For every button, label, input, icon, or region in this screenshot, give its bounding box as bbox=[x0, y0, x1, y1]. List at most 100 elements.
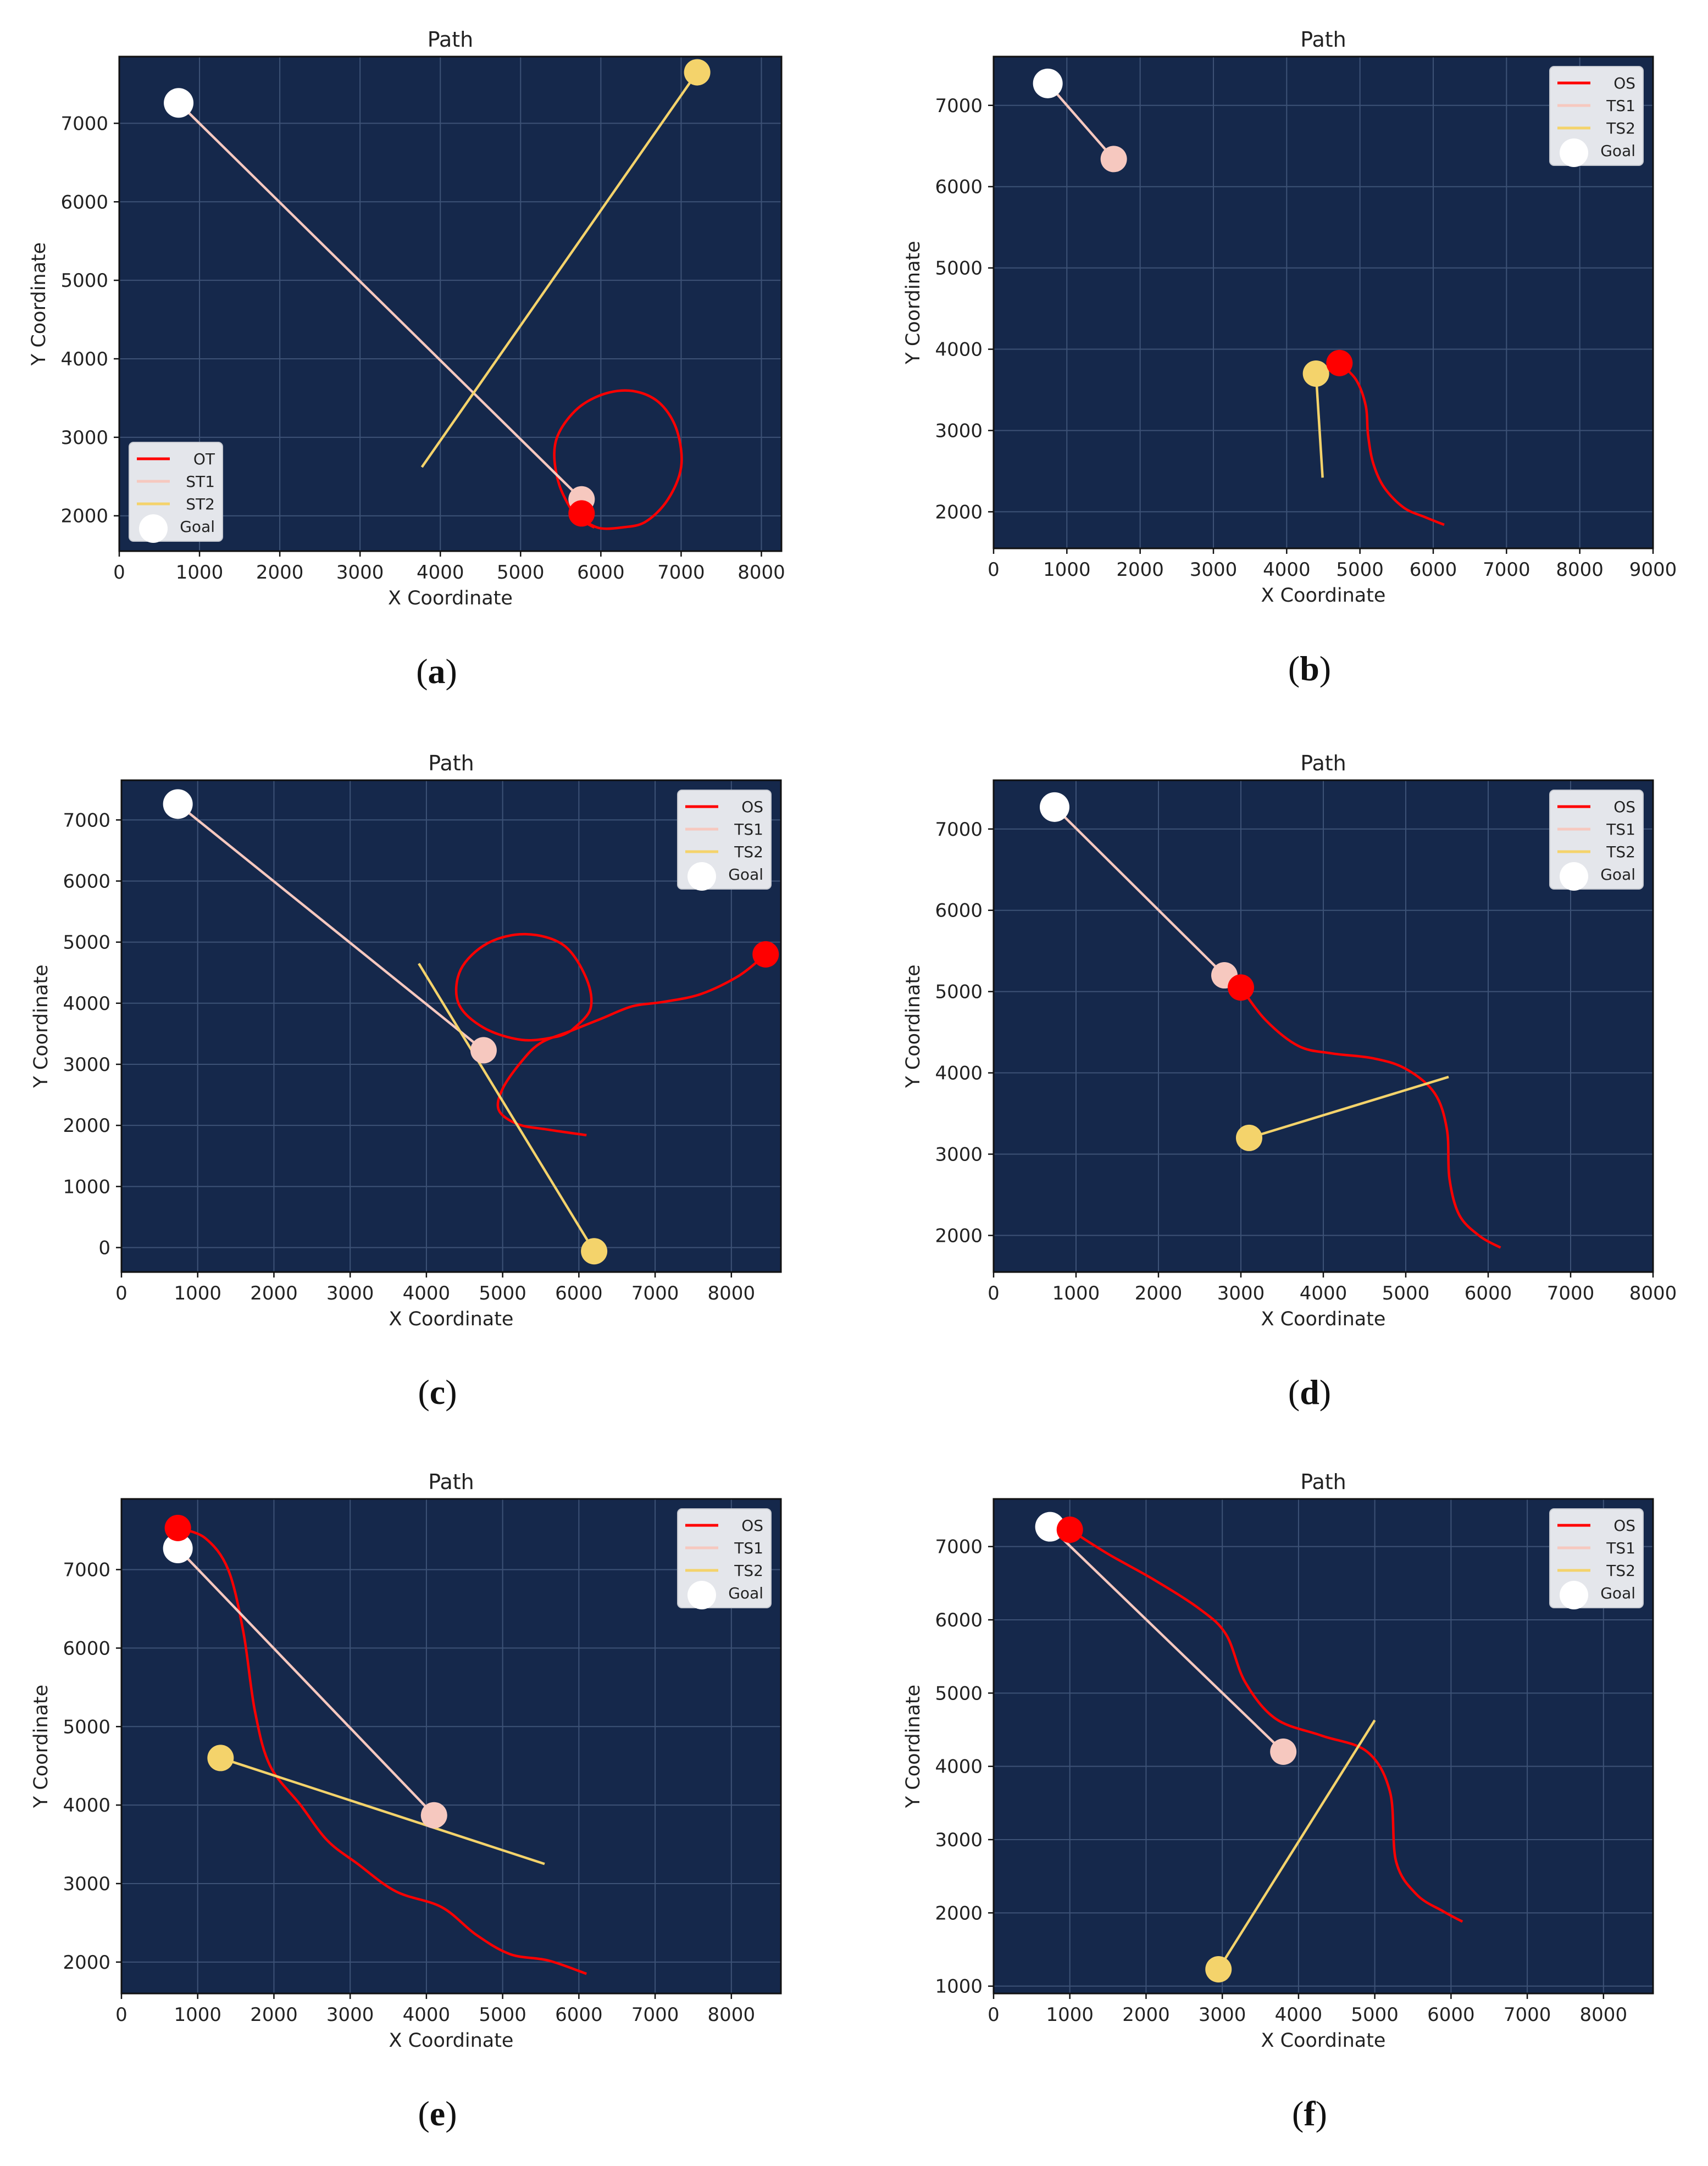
series-marker-ts2 bbox=[581, 1238, 608, 1265]
y-tick-label: 5000 bbox=[935, 1682, 983, 1704]
y-tick-label: 5000 bbox=[935, 981, 983, 1003]
y-tick-label: 0 bbox=[98, 1237, 110, 1259]
x-tick-label: 0 bbox=[988, 2004, 1000, 2026]
series-marker-ts2 bbox=[1302, 360, 1329, 387]
x-tick-label: 0 bbox=[113, 562, 125, 584]
x-tick-label: 3000 bbox=[326, 2004, 374, 2026]
y-tick-label: 7000 bbox=[935, 95, 983, 117]
x-tick-label: 5000 bbox=[497, 562, 545, 584]
y-tick-label: 4000 bbox=[63, 993, 110, 1015]
y-tick-label: 4000 bbox=[63, 1795, 110, 1817]
x-axis-label: X Coordinate bbox=[1261, 2030, 1386, 2052]
x-tick-label: 4000 bbox=[403, 2004, 451, 2026]
series-line-ts2 bbox=[1315, 373, 1324, 478]
chart-title: Path bbox=[428, 1470, 474, 1494]
series-marker-ts2 bbox=[1236, 1124, 1262, 1151]
series-line-ts2 bbox=[418, 963, 596, 1252]
legend-label: TS1 bbox=[1606, 820, 1635, 838]
series-marker-os bbox=[1326, 349, 1353, 376]
series-line-st1 bbox=[178, 102, 583, 501]
goal-marker bbox=[164, 88, 194, 118]
x-tick-label: 0 bbox=[115, 2004, 127, 2026]
x-tick-label: 6000 bbox=[1465, 1282, 1512, 1304]
chart-panel-c: 0 1000 2000 3000 4000 5000 6000 7000 8000 0 1000 20… bbox=[30, 751, 782, 1412]
chart-panel-e: 0 1000 2000 3000 4000 5000 6000 7000 8000 2000 300… bbox=[30, 1470, 782, 2133]
legend-swatch-goal bbox=[1560, 138, 1588, 167]
x-tick-label: 1000 bbox=[174, 1282, 221, 1304]
y-tick-label: 4000 bbox=[60, 348, 108, 370]
plot-area bbox=[119, 57, 781, 551]
series-marker-ts2 bbox=[1205, 1956, 1232, 1982]
legend-label: TS1 bbox=[1606, 97, 1635, 115]
series-marker-os bbox=[1056, 1517, 1083, 1543]
legend: OS TS1 TS2 Goal bbox=[1549, 1508, 1644, 1609]
x-tick-label: 2000 bbox=[1122, 2004, 1170, 2026]
x-tick-label: 1000 bbox=[1052, 1282, 1100, 1304]
series-line-os bbox=[1240, 986, 1501, 1249]
chart-title: Path bbox=[428, 27, 473, 52]
y-axis-label: Y Coordinate bbox=[902, 1685, 924, 1808]
y-tick-label: 2000 bbox=[60, 506, 108, 527]
series-marker-ot bbox=[568, 500, 595, 527]
x-axis-label: X Coordinate bbox=[389, 2030, 514, 2052]
y-axis-label: Y Coordinate bbox=[902, 241, 924, 364]
x-tick-label: 2000 bbox=[250, 2004, 298, 2026]
plot-frame bbox=[120, 1498, 782, 1995]
legend-label: TS2 bbox=[734, 843, 763, 861]
x-tick-label: 0 bbox=[115, 1282, 127, 1304]
x-tick-label: 5000 bbox=[479, 1282, 526, 1304]
plot-area bbox=[121, 780, 781, 1272]
legend-label: Goal bbox=[728, 1584, 763, 1602]
plot-frame bbox=[120, 779, 782, 1273]
x-tick-label: 6000 bbox=[555, 1282, 603, 1304]
y-tick-label: 2000 bbox=[63, 1952, 110, 1974]
y-axis-label: Y Coordinate bbox=[30, 964, 52, 1088]
goal-marker bbox=[1033, 68, 1063, 98]
series-line-ts2 bbox=[1249, 1075, 1449, 1140]
x-tick-label: 2000 bbox=[1116, 559, 1164, 581]
y-tick-label: 7000 bbox=[60, 113, 108, 135]
y-tick-label: 6000 bbox=[63, 870, 110, 892]
legend-label: OS bbox=[1613, 798, 1635, 816]
x-tick-label: 1000 bbox=[176, 562, 224, 584]
x-tick-label: 1000 bbox=[174, 2004, 221, 2026]
x-tick-label: 3000 bbox=[1190, 559, 1238, 581]
x-tick-label: 2000 bbox=[1135, 1282, 1183, 1304]
series-line-ot bbox=[553, 389, 683, 530]
x-tick-label: 4000 bbox=[403, 1282, 451, 1304]
legend-label: TS1 bbox=[1606, 1539, 1635, 1557]
legend-label: ST2 bbox=[186, 495, 215, 513]
legend-label: Goal bbox=[1600, 1584, 1635, 1602]
series-line-ts1 bbox=[177, 803, 485, 1052]
plot-frame bbox=[992, 1498, 1654, 1995]
goal-marker bbox=[163, 1534, 193, 1563]
x-tick-label: 7000 bbox=[1483, 559, 1530, 581]
panel-caption: (f) bbox=[1292, 2094, 1327, 2133]
x-tick-label: 5000 bbox=[1382, 1282, 1430, 1304]
series-line-ts1 bbox=[1053, 806, 1225, 976]
y-tick-label: 7000 bbox=[63, 809, 110, 831]
y-tick-label: 2000 bbox=[63, 1115, 110, 1137]
series-marker-ts1 bbox=[1270, 1739, 1297, 1765]
y-tick-label: 1000 bbox=[935, 1976, 983, 1998]
legend-label: OS bbox=[1613, 74, 1635, 92]
panel-caption: (b) bbox=[1288, 649, 1331, 688]
legend-label: TS2 bbox=[1606, 119, 1635, 137]
x-tick-label: 8000 bbox=[708, 2004, 756, 2026]
x-axis-label: X Coordinate bbox=[1261, 1308, 1386, 1330]
chart-panel-a: 0 1000 2000 3000 4000 5000 6000 7000 8000 2000 300… bbox=[28, 27, 785, 691]
legend-label: TS1 bbox=[734, 1539, 763, 1557]
y-tick-label: 6000 bbox=[935, 900, 983, 922]
y-tick-label: 5000 bbox=[63, 1716, 110, 1738]
legend: OS TS1 TS2 Goal bbox=[677, 790, 772, 891]
x-tick-label: 7000 bbox=[657, 562, 705, 584]
y-tick-label: 3000 bbox=[935, 1143, 983, 1165]
chart-title: Path bbox=[1300, 1470, 1346, 1494]
x-tick-label: 6000 bbox=[1427, 2004, 1475, 2026]
series-marker-ts1 bbox=[420, 1802, 447, 1829]
series-marker-os bbox=[1228, 974, 1254, 1001]
x-tick-label: 6000 bbox=[1410, 559, 1457, 581]
legend: OS TS1 TS2 Goal bbox=[677, 1508, 772, 1609]
x-tick-label: 7000 bbox=[1504, 2004, 1551, 2026]
series-line-os bbox=[1069, 1529, 1463, 1923]
